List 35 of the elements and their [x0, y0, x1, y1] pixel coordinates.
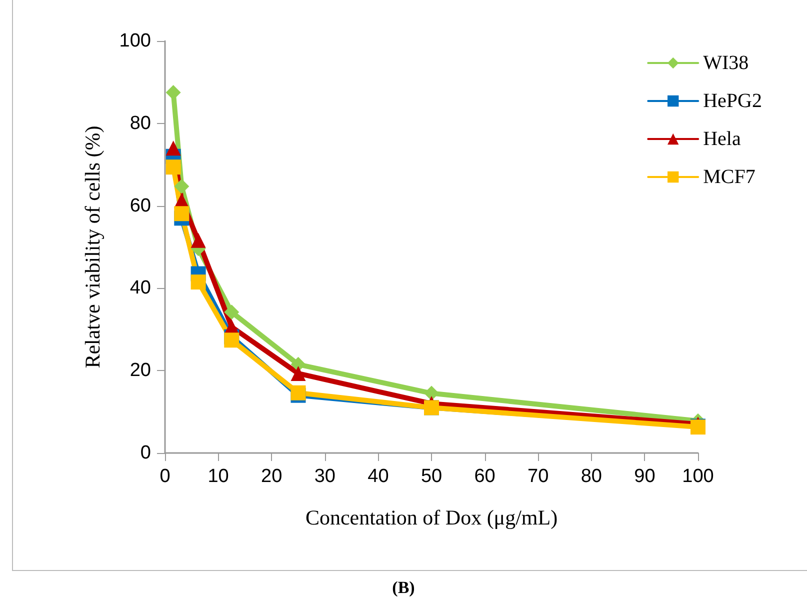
point	[224, 332, 240, 348]
x-axis-title: Concentation of Dox (μg/mL)	[305, 506, 558, 530]
x-tick-label: 70	[528, 466, 549, 487]
legend-label: HePG2	[703, 90, 762, 112]
legend-label: Hela	[703, 128, 741, 150]
point	[190, 232, 206, 248]
x-tick-label: 90	[634, 466, 656, 487]
x-tick-label: 20	[261, 466, 282, 487]
point	[224, 304, 240, 320]
legend-label: WI38	[703, 52, 749, 74]
y-tick-label: 60	[130, 195, 151, 216]
point	[190, 274, 206, 290]
point	[166, 160, 181, 175]
x-tick-label: 30	[314, 466, 336, 487]
point	[166, 140, 181, 156]
point	[174, 206, 190, 222]
text: (B)	[391, 578, 416, 598]
x-tick-label: 50	[420, 466, 442, 487]
x-tick-label: 40	[368, 466, 389, 487]
point	[174, 178, 190, 194]
x-tick-label: 80	[580, 466, 602, 487]
point	[166, 85, 181, 100]
y-tick-label: 100	[119, 30, 151, 52]
x-tick-label: 10	[208, 466, 229, 487]
x-tick-label: 0	[160, 466, 170, 487]
y-axis-title: Relatve viability of cells (%)	[80, 126, 104, 368]
y-tick-label: 40	[130, 278, 151, 299]
point	[424, 386, 439, 401]
y-tick-label: 80	[130, 112, 151, 134]
point	[290, 366, 306, 381]
legend-label: MCF7	[703, 166, 756, 188]
x-tick-label: 60	[474, 466, 496, 487]
y-tick-label: 0	[140, 442, 151, 464]
y-tick-label: 20	[130, 360, 151, 382]
x-tick-label: 100	[682, 466, 714, 487]
